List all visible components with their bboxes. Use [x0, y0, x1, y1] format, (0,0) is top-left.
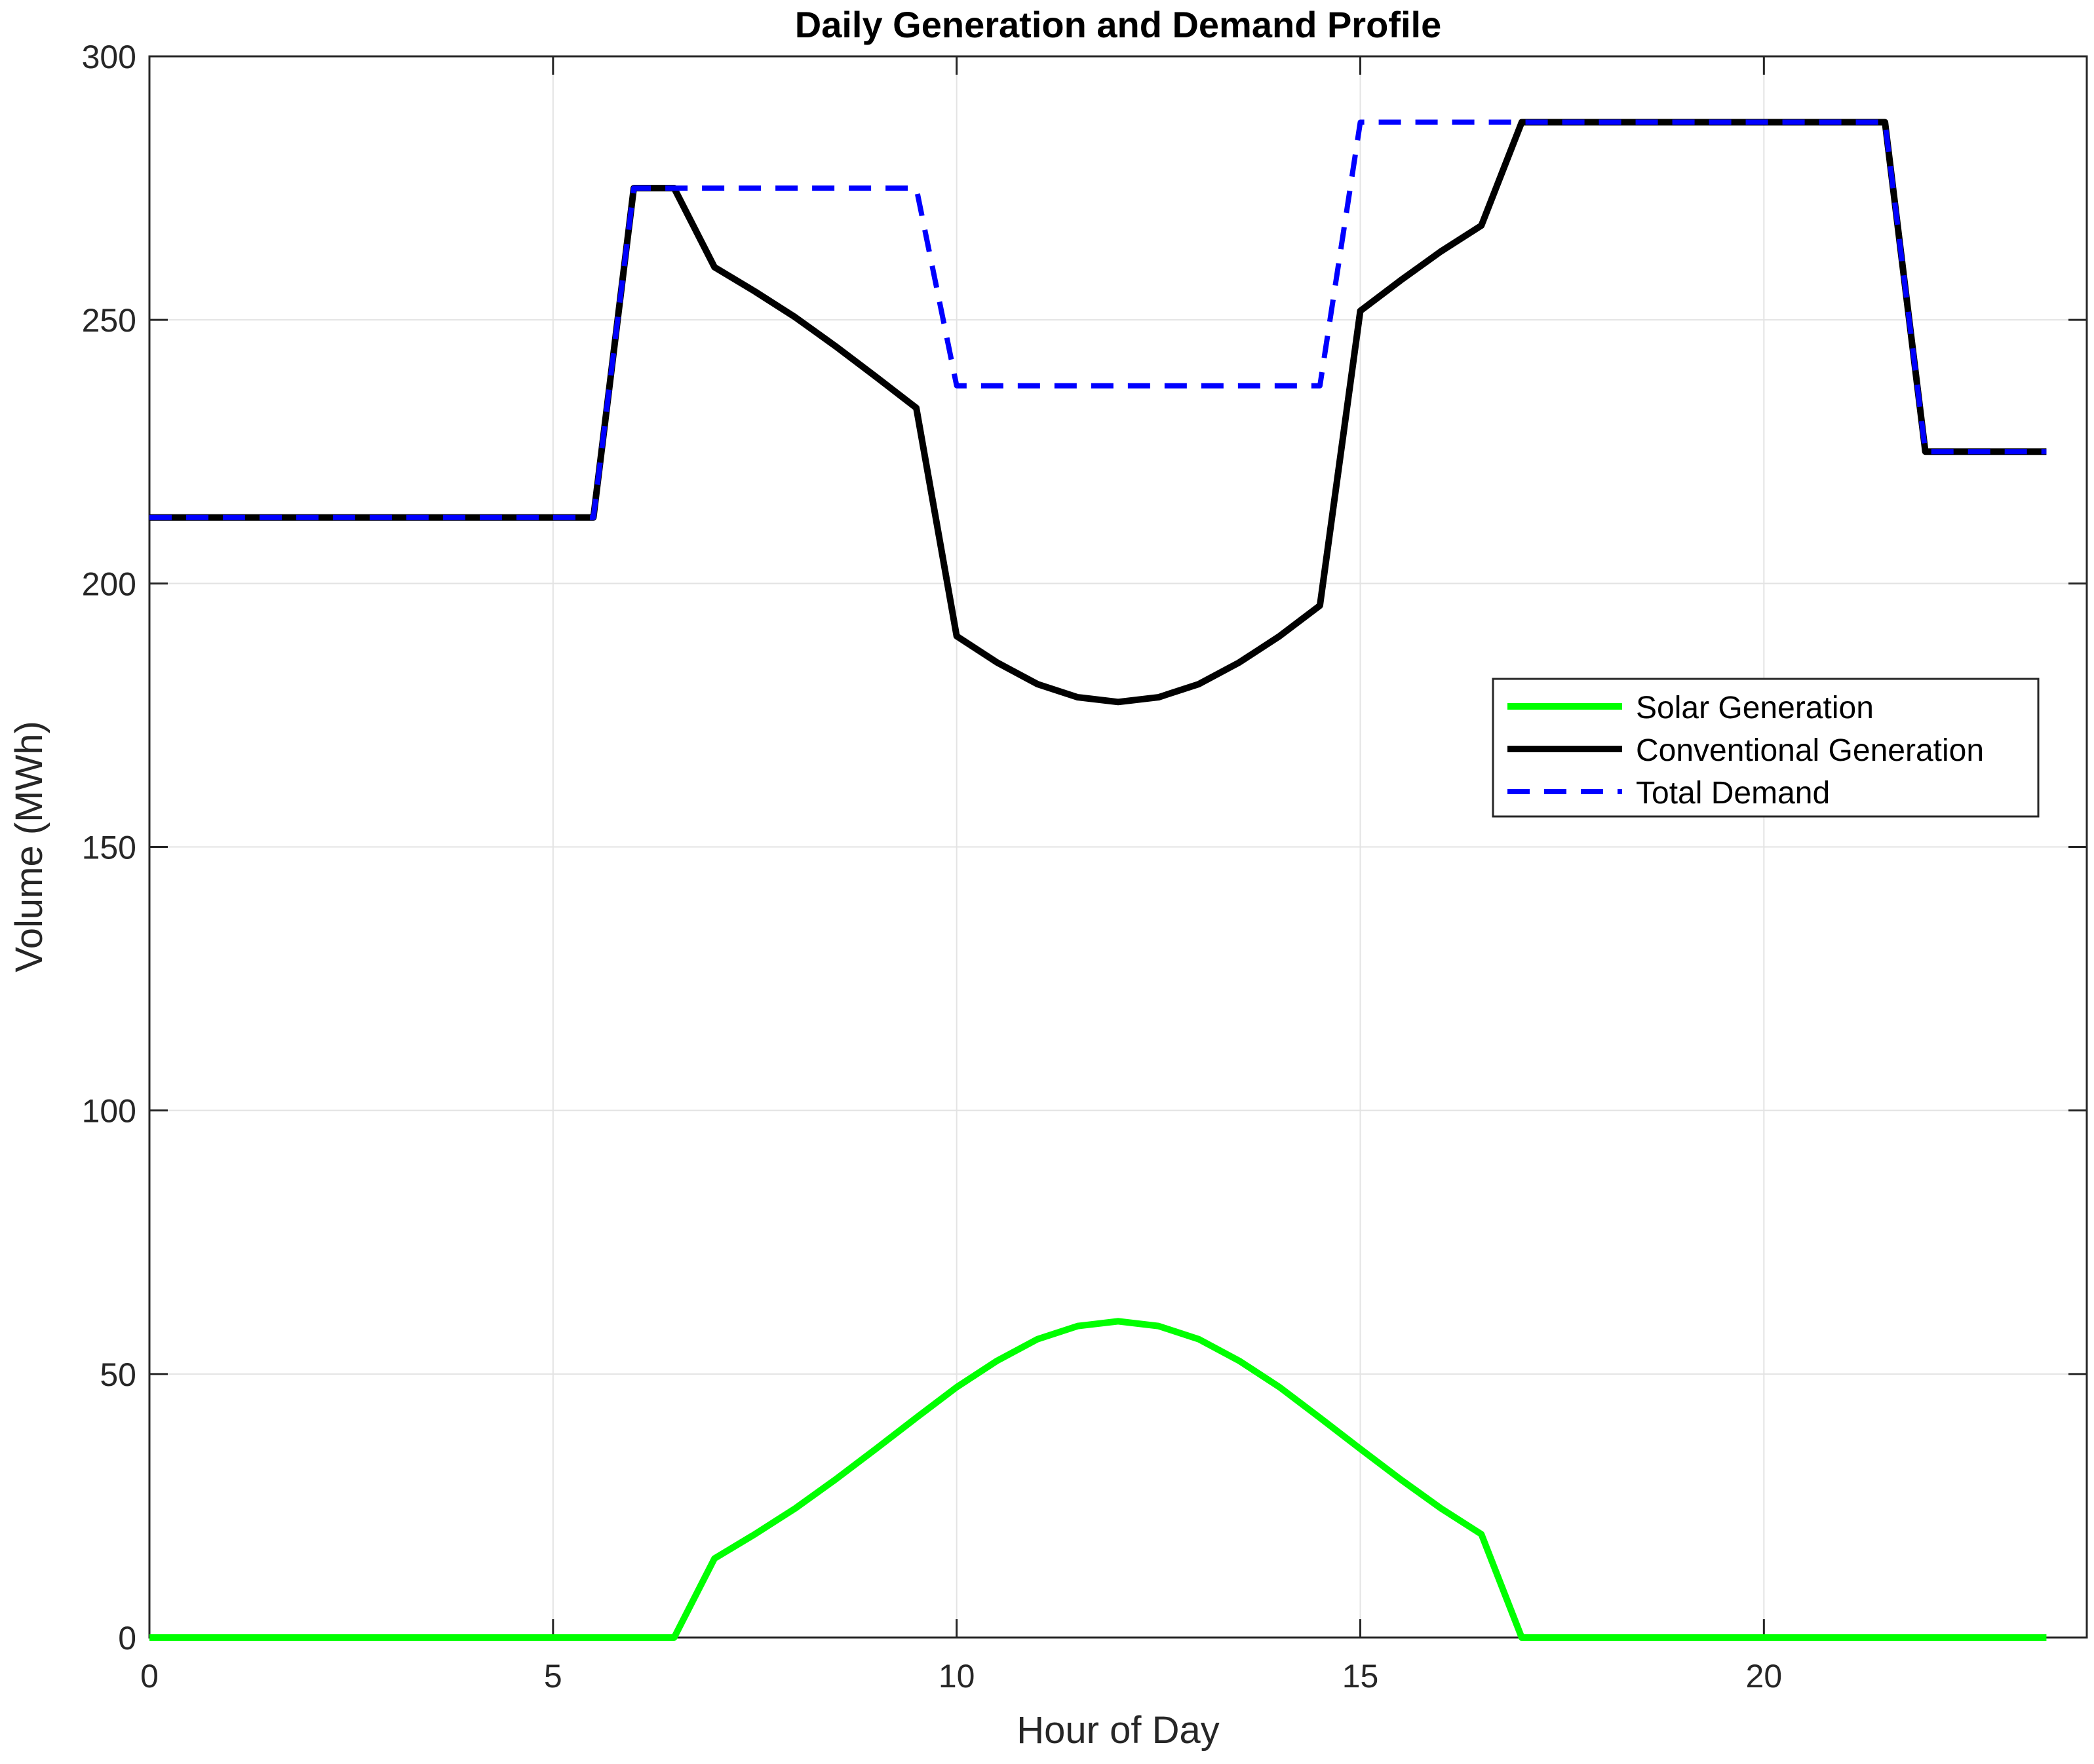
series-line-solar [149, 1318, 2047, 1641]
x-tick-label: 10 [939, 1658, 975, 1695]
chart-title: Daily Generation and Demand Profile [795, 4, 1441, 45]
legend-label-demand: Total Demand [1636, 776, 1830, 811]
y-tick-label: 200 [82, 566, 136, 602]
series-lines [149, 119, 2047, 1641]
x-tick-label: 5 [544, 1658, 562, 1695]
legend-label-solar: Solar Generation [1636, 691, 1874, 725]
y-tick-label: 250 [82, 302, 136, 339]
y-tick-label: 150 [82, 830, 136, 866]
x-tick-label: 20 [1746, 1658, 1783, 1695]
x-tick-label: 15 [1342, 1658, 1379, 1695]
y-tick-label: 100 [82, 1093, 136, 1130]
series-line-demand [149, 119, 2047, 520]
legend-label-conventional: Conventional Generation [1636, 733, 1984, 768]
y-tick-label: 0 [118, 1620, 136, 1657]
y-tick-label: 300 [82, 39, 136, 75]
x-axis-label: Hour of Day [1017, 1709, 1219, 1752]
y-axis-label: Volume (MWh) [8, 721, 50, 972]
y-tick-label: 50 [100, 1356, 136, 1393]
x-tick-label: 0 [140, 1658, 159, 1695]
legend: Solar Generation Conventional Generation… [1492, 678, 2040, 818]
